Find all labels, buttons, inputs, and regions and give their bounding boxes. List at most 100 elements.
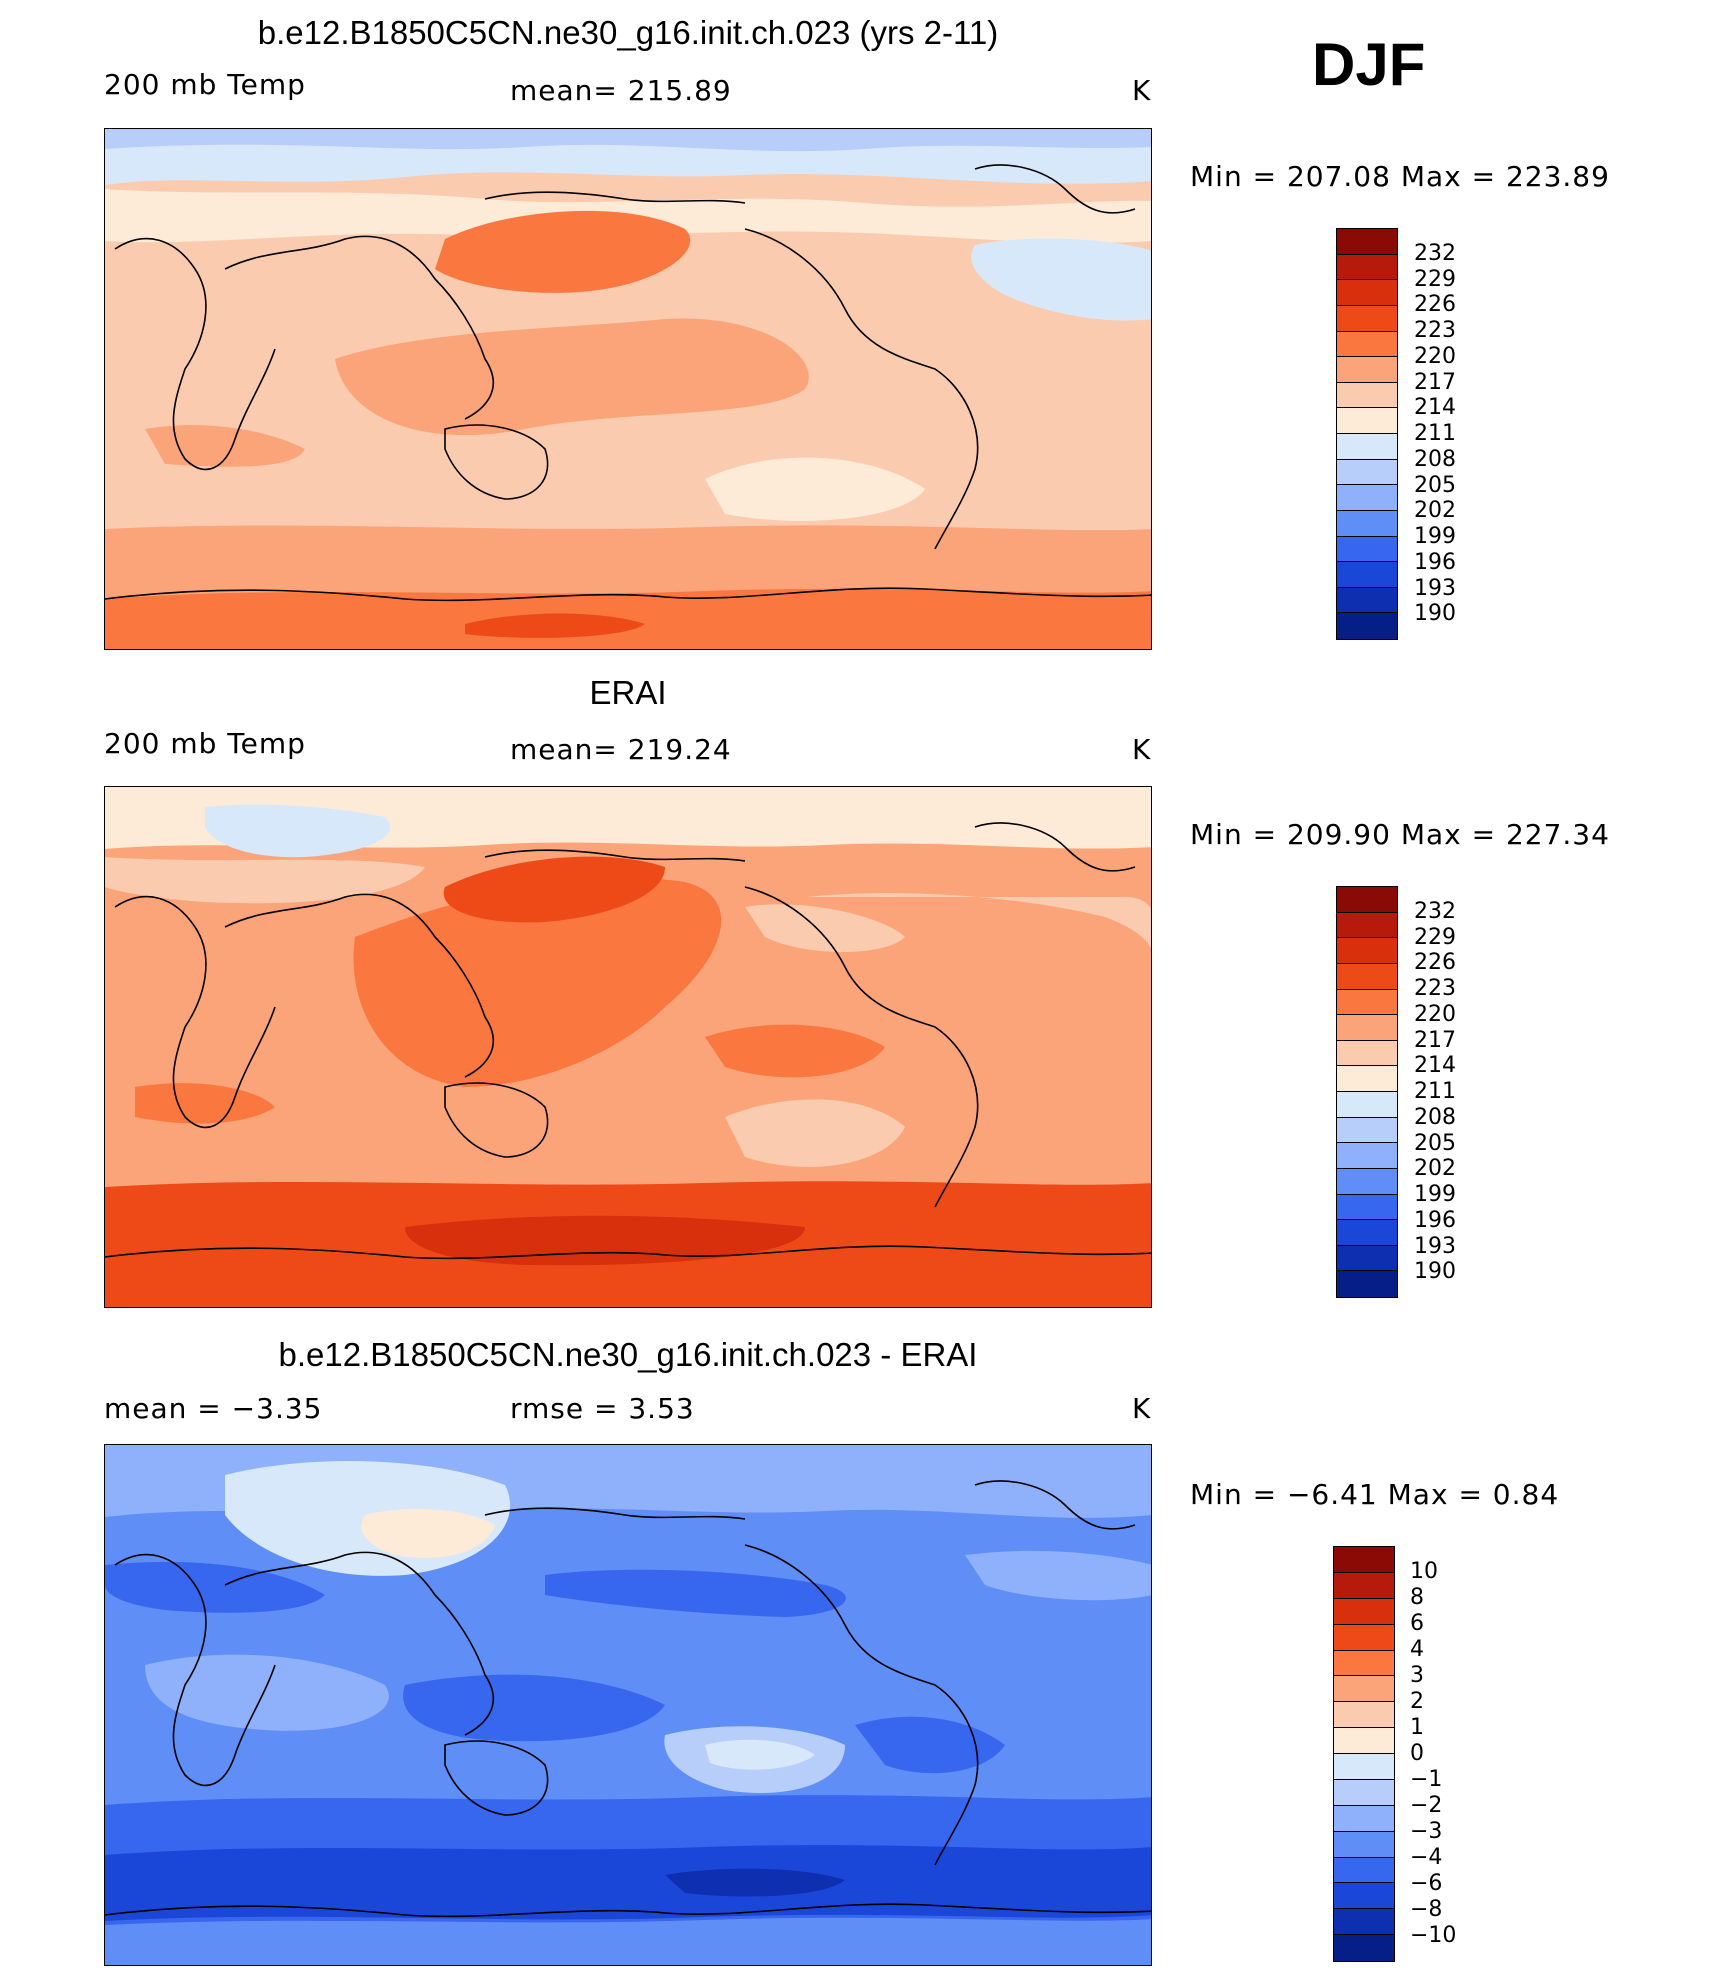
panel-2-minmax: Min = 209.90 Max = 227.34 <box>1190 818 1610 851</box>
colorbar-swatch <box>1337 989 1397 1016</box>
colorbar-swatch <box>1337 1245 1397 1272</box>
panel-2-map <box>104 786 1152 1308</box>
colorbar-swatch <box>1334 1676 1394 1703</box>
colorbar-tick-label: 232 <box>1414 898 1456 924</box>
colorbar-swatch <box>1334 1935 1394 1961</box>
panel-1-title: b.e12.B1850C5CN.ne30_g16.init.ch.023 (yr… <box>257 14 999 51</box>
colorbar-swatch <box>1337 887 1397 913</box>
colorbar-tick-label: 223 <box>1414 318 1456 343</box>
colorbar-swatch <box>1334 1909 1394 1936</box>
panel-1-minmax: Min = 207.08 Max = 223.89 <box>1190 160 1610 193</box>
colorbar-swatch <box>1334 1702 1394 1729</box>
colorbar-tick-label: −8 <box>1410 1897 1443 1922</box>
colorbar-swatch <box>1337 485 1397 511</box>
colorbar-swatch <box>1337 587 1397 614</box>
colorbar-swatch <box>1334 1572 1394 1599</box>
colorbar-swatch <box>1337 305 1397 332</box>
panel-3-rmse-label: rmse = 3.53 <box>510 1392 695 1425</box>
colorbar-tick-label: 220 <box>1414 343 1456 369</box>
colorbar-tick-label: 6 <box>1410 1611 1424 1636</box>
panel-2-title: ERAI <box>589 674 667 711</box>
panel-2-mean-label: mean= 219.24 <box>510 733 732 766</box>
season-label: DJF <box>1312 31 1426 98</box>
panel-2-colorbar-labels: 232 229 226 223 220 217 214 211 208 205 202 199 196 1… <box>1414 886 1494 1298</box>
colorbar-swatch <box>1337 229 1397 255</box>
panel-3-units-label: K <box>1132 1392 1152 1425</box>
colorbar-swatch <box>1337 331 1397 358</box>
colorbar-swatch <box>1337 1040 1397 1067</box>
colorbar-swatch <box>1334 1779 1394 1806</box>
colorbar-tick-label: 229 <box>1414 924 1456 950</box>
colorbar-tick-label: 217 <box>1414 369 1456 395</box>
panel-1-colorbar <box>1336 228 1398 640</box>
colorbar-tick-label: 196 <box>1414 1207 1456 1233</box>
colorbar-tick-label: 190 <box>1414 1259 1456 1285</box>
colorbar-tick-label: 10 <box>1410 1559 1438 1584</box>
colorbar-tick-label: 193 <box>1414 575 1456 601</box>
colorbar-tick-label: 211 <box>1414 1079 1456 1104</box>
colorbar-tick-label: 217 <box>1414 1027 1456 1053</box>
colorbar-swatch <box>1334 1857 1394 1884</box>
colorbar-swatch <box>1334 1805 1394 1832</box>
colorbar-swatch <box>1337 382 1397 409</box>
colorbar-swatch <box>1337 1143 1397 1169</box>
colorbar-swatch <box>1337 408 1397 434</box>
colorbar-swatch <box>1337 1092 1397 1118</box>
colorbar-tick-label: 3 <box>1410 1663 1424 1688</box>
panel-1-mean-label: mean= 215.89 <box>510 74 732 107</box>
colorbar-tick-label: 199 <box>1414 1182 1456 1207</box>
colorbar-tick-label: −1 <box>1410 1767 1443 1792</box>
colorbar-tick-label: −2 <box>1410 1793 1443 1818</box>
colorbar-tick-label: 229 <box>1414 266 1456 292</box>
panel-2-variable-label: 200 mb Temp <box>104 727 306 760</box>
colorbar-tick-label: −3 <box>1410 1819 1443 1844</box>
colorbar-tick-label: 190 <box>1414 601 1456 627</box>
colorbar-tick-label: 205 <box>1414 472 1456 498</box>
panel-1-variable-label: 200 mb Temp <box>104 68 306 101</box>
colorbar-swatch <box>1337 536 1397 563</box>
colorbar-tick-label: 220 <box>1414 1001 1456 1027</box>
colorbar-swatch <box>1334 1598 1394 1625</box>
colorbar-tick-label: 199 <box>1414 524 1456 549</box>
colorbar-swatch <box>1337 1194 1397 1221</box>
colorbar-swatch <box>1337 459 1397 486</box>
colorbar-swatch <box>1337 357 1397 383</box>
colorbar-tick-label: −10 <box>1410 1923 1457 1948</box>
colorbar-swatch <box>1337 938 1397 964</box>
colorbar-swatch <box>1334 1831 1394 1858</box>
colorbar-tick-label: 8 <box>1410 1585 1424 1610</box>
colorbar-swatch <box>1334 1754 1394 1780</box>
colorbar-swatch <box>1334 1728 1394 1754</box>
colorbar-swatch <box>1334 1547 1394 1573</box>
colorbar-tick-label: 214 <box>1414 395 1456 421</box>
colorbar-tick-label: 205 <box>1414 1130 1456 1156</box>
colorbar-tick-label: 226 <box>1414 292 1456 318</box>
colorbar-tick-label: 208 <box>1414 446 1456 472</box>
colorbar-tick-label: 211 <box>1414 421 1456 446</box>
panel-3-mean-label: mean = −3.35 <box>104 1392 323 1425</box>
colorbar-swatch <box>1337 1168 1397 1195</box>
colorbar-tick-label: −4 <box>1410 1845 1443 1870</box>
colorbar-tick-label: 4 <box>1410 1637 1424 1662</box>
panel-1-map <box>104 128 1152 650</box>
colorbar-tick-label: 0 <box>1410 1741 1424 1766</box>
colorbar-swatch <box>1337 1220 1397 1246</box>
colorbar-swatch <box>1337 912 1397 939</box>
colorbar-swatch <box>1337 1015 1397 1041</box>
colorbar-swatch <box>1337 613 1397 639</box>
colorbar-tick-label: 196 <box>1414 549 1456 575</box>
colorbar-swatch <box>1337 963 1397 990</box>
colorbar-tick-label: 208 <box>1414 1104 1456 1130</box>
colorbar-swatch <box>1337 1117 1397 1144</box>
colorbar-tick-label: 202 <box>1414 1156 1456 1182</box>
colorbar-tick-label: 193 <box>1414 1233 1456 1259</box>
colorbar-tick-label: 232 <box>1414 240 1456 266</box>
panel-1-colorbar-labels: 232 229 226 223 220 217 214 211 208 205 202 199 196 1… <box>1414 228 1494 640</box>
colorbar-tick-label: 202 <box>1414 498 1456 524</box>
colorbar-tick-label: 1 <box>1410 1715 1424 1740</box>
panel-2-colorbar <box>1336 886 1398 1298</box>
panel-2-units-label: K <box>1132 733 1152 766</box>
colorbar-swatch <box>1337 562 1397 588</box>
panel-3-minmax: Min = −6.41 Max = 0.84 <box>1190 1478 1560 1511</box>
panel-3-colorbar-labels: 10 8 6 4 3 2 1 0 −1 −2 −3 −4 −6 −8 −10 <box>1410 1546 1490 1962</box>
